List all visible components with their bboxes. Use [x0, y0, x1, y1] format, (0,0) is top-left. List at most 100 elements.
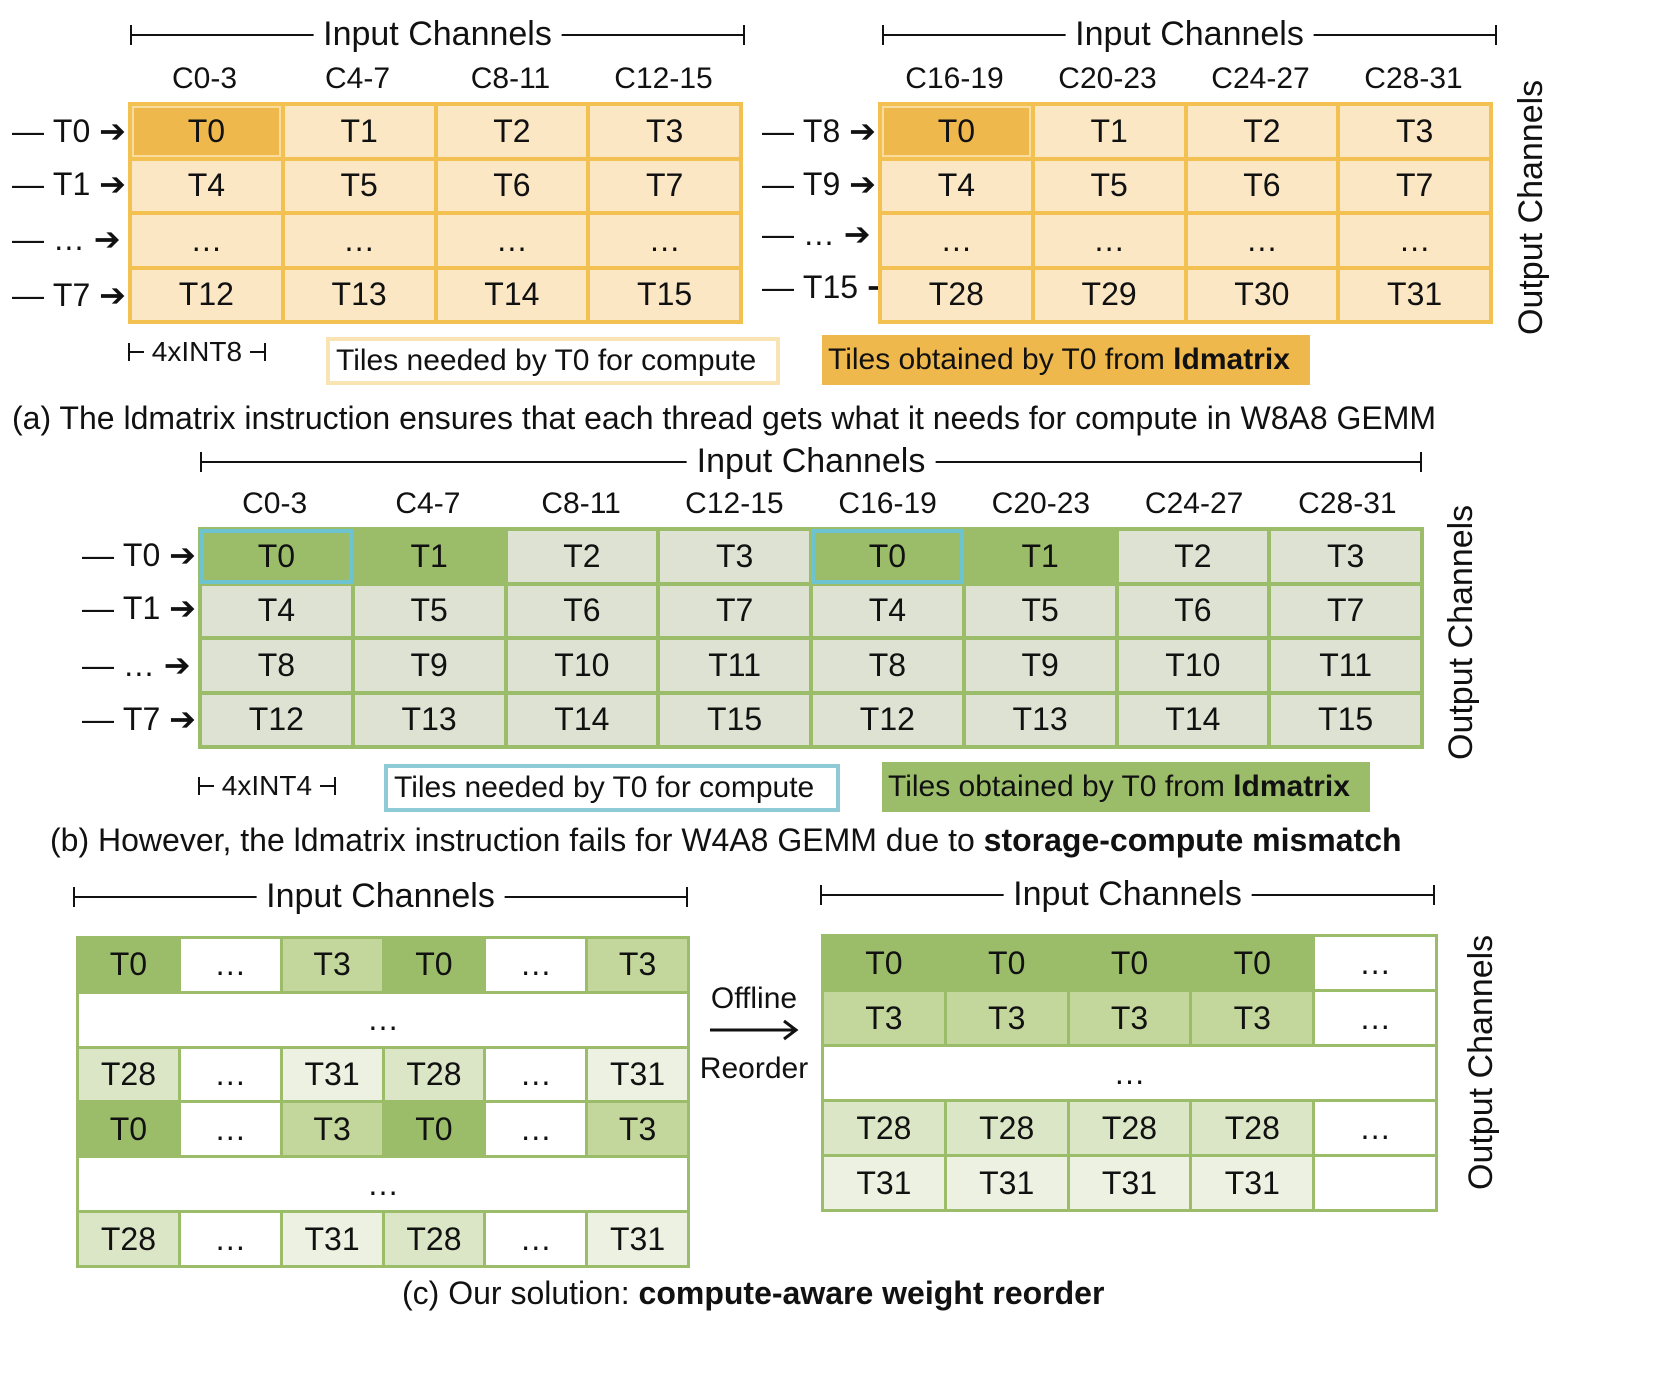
tile-cell: T10: [505, 638, 659, 693]
column-label: C4-7: [324, 62, 391, 95]
tile-cell: T3: [588, 1103, 687, 1156]
tile-cell: …: [180, 1213, 280, 1265]
column-label: C0-3: [171, 62, 238, 95]
tile-cell: T7: [588, 158, 741, 213]
tile-cell: T3: [588, 939, 687, 991]
arrow-bottom-label: Reorder: [699, 1052, 809, 1085]
tile-cell: T0: [130, 104, 283, 159]
input-channels-bracket-c-right: Input Channels: [820, 875, 1435, 914]
arrow-right-icon: [710, 1019, 799, 1041]
tile-cell: T0: [79, 1103, 178, 1156]
tile-cell: …: [588, 213, 741, 268]
thread-row-label: — T8 ➔: [762, 112, 876, 150]
thread-row-label: — T15 ➔: [762, 268, 894, 306]
tile-cell: T28: [384, 1213, 484, 1265]
tile-cell: …: [1315, 992, 1435, 1044]
tile-cell: T5: [282, 158, 436, 213]
tile-cell: T0: [946, 937, 1067, 989]
legend-obtained-tiles: Tiles obtained by T0 from ldmatrix: [822, 335, 1310, 385]
tile-cell: T11: [1269, 638, 1422, 693]
tile-cell: T3: [824, 992, 944, 1044]
thread-label: T7: [52, 276, 91, 313]
legend-obtained-keyword: ldmatrix: [1233, 770, 1350, 803]
tile-cell: …: [880, 213, 1033, 268]
tile-cell: T0: [1192, 937, 1313, 989]
thread-row-label: — T1 ➔: [12, 165, 126, 203]
tile-cell: T31: [1338, 267, 1491, 322]
tile-cell: T3: [1269, 529, 1422, 584]
thread-row-label: — T7 ➔: [12, 276, 126, 314]
tile-cell: T8: [200, 638, 353, 693]
thread-label: T7: [122, 700, 161, 737]
legend-needed-tiles: Tiles needed by T0 for compute: [326, 337, 780, 385]
tile-cell: T12: [130, 267, 283, 322]
arrow-right-icon: ➔: [169, 537, 196, 573]
legend-obtained-tiles: Tiles obtained by T0 from ldmatrix: [882, 762, 1370, 812]
scale-label: 4xINT4: [221, 770, 313, 801]
tile-cell: T6: [1116, 583, 1270, 638]
tile-cell: T0: [1069, 937, 1190, 989]
tile-cell: …: [1315, 1102, 1435, 1154]
tile-cell: T31: [588, 1048, 687, 1101]
tile-cell: …: [282, 213, 436, 268]
thread-row-label: — … ➔: [762, 215, 871, 253]
legend-needed-text: Tiles needed by T0 for compute: [336, 344, 757, 377]
tile-cell: T0: [811, 529, 964, 584]
arrow-right-icon: ➔: [99, 113, 126, 149]
column-label: C12-15: [614, 62, 713, 95]
tile-cell: T2: [1116, 529, 1270, 584]
tile-cell: T15: [588, 267, 741, 322]
caption-b: (b) However, the ldmatrix instruction fa…: [50, 822, 1402, 859]
column-label: C16-19: [838, 487, 937, 520]
tile-cell: T2: [435, 104, 589, 159]
tile-cell: T4: [811, 583, 964, 638]
tile-cell: T7: [1338, 158, 1491, 213]
thread-row-label: — … ➔: [12, 220, 121, 258]
caption-c-emphasis: compute-aware weight reorder: [638, 1275, 1105, 1311]
legend-obtained-keyword: ldmatrix: [1173, 343, 1290, 376]
tile-grid-int8-right: T0 T1 T2 T3 T4 T5 T6 T7………… T28 T29 T30 T31: [878, 102, 1493, 324]
tile-cell: T0: [824, 937, 944, 989]
column-label: C8-11: [470, 62, 551, 95]
tile-cell: T8: [811, 638, 964, 693]
tile-cell: T3: [658, 529, 811, 584]
output-channels-label: Output Channels: [1442, 504, 1480, 760]
tile-cell: T4: [200, 583, 353, 638]
tile-cell: T5: [1032, 158, 1186, 213]
arrow-right-icon: ➔: [843, 216, 871, 252]
tile-cell: T13: [352, 692, 506, 747]
tile-cell: T3: [1338, 104, 1491, 159]
column-label: C0-3: [242, 487, 308, 520]
input-channels-label: Input Channels: [686, 442, 936, 481]
input-channels-label: Input Channels: [1065, 15, 1314, 54]
tile-cell: T11: [658, 638, 811, 693]
column-label: C16-19: [905, 62, 1004, 95]
tile-cell: T13: [963, 692, 1117, 747]
output-channels-label: Output Channels: [1512, 79, 1550, 335]
column-label: C20-23: [991, 487, 1091, 520]
arrow-right-icon: ➔: [93, 221, 121, 257]
tile-cell: T31: [282, 1213, 382, 1265]
column-label: C4-7: [395, 487, 461, 520]
tile-cell: T0: [880, 104, 1033, 159]
offline-reorder-arrow: Offline Reorder: [698, 982, 810, 1086]
thread-label: T1: [122, 589, 161, 626]
thread-label: T8: [802, 112, 841, 149]
scale-label: 4xINT8: [151, 336, 243, 367]
tile-cell: T2: [1185, 104, 1339, 159]
arrow-right-icon: ➔: [849, 113, 876, 149]
thread-label: T9: [802, 165, 841, 202]
tile-cell: T10: [1116, 638, 1270, 693]
tile-cell: T28: [384, 1048, 484, 1101]
legend-needed-tiles: Tiles needed by T0 for compute: [384, 764, 840, 812]
tile-cell: T31: [1192, 1157, 1313, 1209]
tile-cell: …: [435, 213, 589, 268]
tile-cell: T28: [880, 267, 1033, 322]
thread-label: …: [52, 220, 85, 257]
tile-cell: T3: [588, 104, 741, 159]
thread-label: …: [802, 215, 835, 252]
thread-label: T0: [52, 112, 91, 149]
column-label: C24-27: [1211, 62, 1310, 95]
column-label: C24-27: [1144, 487, 1244, 520]
tile-cell: [1315, 1157, 1435, 1209]
